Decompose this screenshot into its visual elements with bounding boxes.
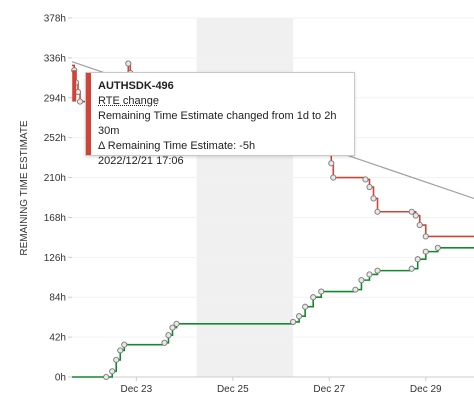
data-point[interactable] bbox=[414, 256, 421, 263]
tooltip-issue-key[interactable]: AUTHSDK-496 bbox=[98, 80, 174, 92]
data-point[interactable] bbox=[117, 347, 124, 354]
data-point[interactable] bbox=[412, 212, 419, 219]
x-axis-ticks: Dec 23 Dec 25 Dec 27 Dec 29 bbox=[120, 377, 442, 395]
data-point[interactable] bbox=[362, 176, 369, 183]
data-point[interactable] bbox=[328, 160, 335, 167]
y-tick-label: 84h bbox=[49, 293, 66, 304]
data-point[interactable] bbox=[290, 318, 297, 325]
data-point[interactable] bbox=[302, 303, 309, 310]
data-point[interactable] bbox=[434, 244, 441, 251]
y-tick-label: 294h bbox=[44, 93, 66, 104]
data-point[interactable] bbox=[125, 60, 132, 67]
data-point[interactable] bbox=[310, 294, 317, 301]
tooltip-timestamp: 2022/12/21 17:06 bbox=[98, 155, 184, 167]
data-point[interactable] bbox=[103, 373, 110, 381]
data-point[interactable] bbox=[109, 368, 116, 375]
data-point[interactable] bbox=[422, 233, 429, 240]
data-point[interactable] bbox=[121, 341, 128, 348]
y-tick-label: 168h bbox=[44, 213, 66, 224]
data-point[interactable] bbox=[408, 265, 415, 272]
y-tick-label: 378h bbox=[44, 14, 66, 25]
y-axis-label: REMAINING TIME ESTIMATE bbox=[19, 120, 30, 256]
hovered-event-marker bbox=[72, 70, 77, 102]
y-tick-label: 126h bbox=[44, 253, 66, 264]
data-point[interactable] bbox=[173, 320, 180, 327]
y-axis-ticks: 0h 42h 84h 126h 168h 210h 252h 294h 336h 378h bbox=[44, 14, 72, 384]
x-tick-label: Dec 27 bbox=[313, 384, 345, 395]
event-tooltip: AUTHSDK-496 RTE change Remaining Time Es… bbox=[85, 72, 355, 167]
y-tick-label: 210h bbox=[44, 173, 66, 184]
data-point[interactable] bbox=[370, 195, 377, 202]
data-point[interactable] bbox=[408, 208, 415, 215]
y-tick-label: 336h bbox=[44, 53, 66, 64]
data-point[interactable] bbox=[318, 288, 325, 295]
data-point[interactable] bbox=[422, 248, 429, 255]
data-point[interactable] bbox=[366, 271, 373, 278]
data-point[interactable] bbox=[352, 286, 359, 293]
data-point[interactable] bbox=[165, 332, 172, 339]
data-point[interactable] bbox=[169, 324, 176, 331]
tooltip-accent-bar bbox=[86, 73, 91, 155]
data-point[interactable] bbox=[374, 267, 381, 274]
x-tick-label: Dec 25 bbox=[217, 384, 249, 395]
data-point[interactable] bbox=[113, 356, 120, 363]
series-points[interactable] bbox=[71, 60, 441, 381]
data-point[interactable] bbox=[76, 98, 84, 105]
x-tick-label: Dec 23 bbox=[120, 384, 152, 395]
y-tick-label: 252h bbox=[44, 133, 66, 144]
data-point[interactable] bbox=[416, 221, 423, 229]
tooltip-detail: Remaining Time Estimate changed from 1d … bbox=[98, 110, 337, 137]
data-point[interactable] bbox=[366, 184, 373, 191]
data-point[interactable] bbox=[296, 313, 303, 320]
data-point[interactable] bbox=[374, 208, 381, 215]
tooltip-event-type: RTE change bbox=[98, 95, 159, 107]
data-point[interactable] bbox=[358, 277, 365, 284]
y-tick-label: 42h bbox=[49, 333, 66, 344]
tooltip-delta: Δ Remaining Time Estimate: -5h bbox=[98, 140, 256, 152]
x-tick-label: Dec 29 bbox=[410, 384, 442, 395]
data-point[interactable] bbox=[161, 339, 168, 346]
y-tick-label: 0h bbox=[55, 373, 66, 384]
data-point[interactable] bbox=[330, 174, 337, 181]
